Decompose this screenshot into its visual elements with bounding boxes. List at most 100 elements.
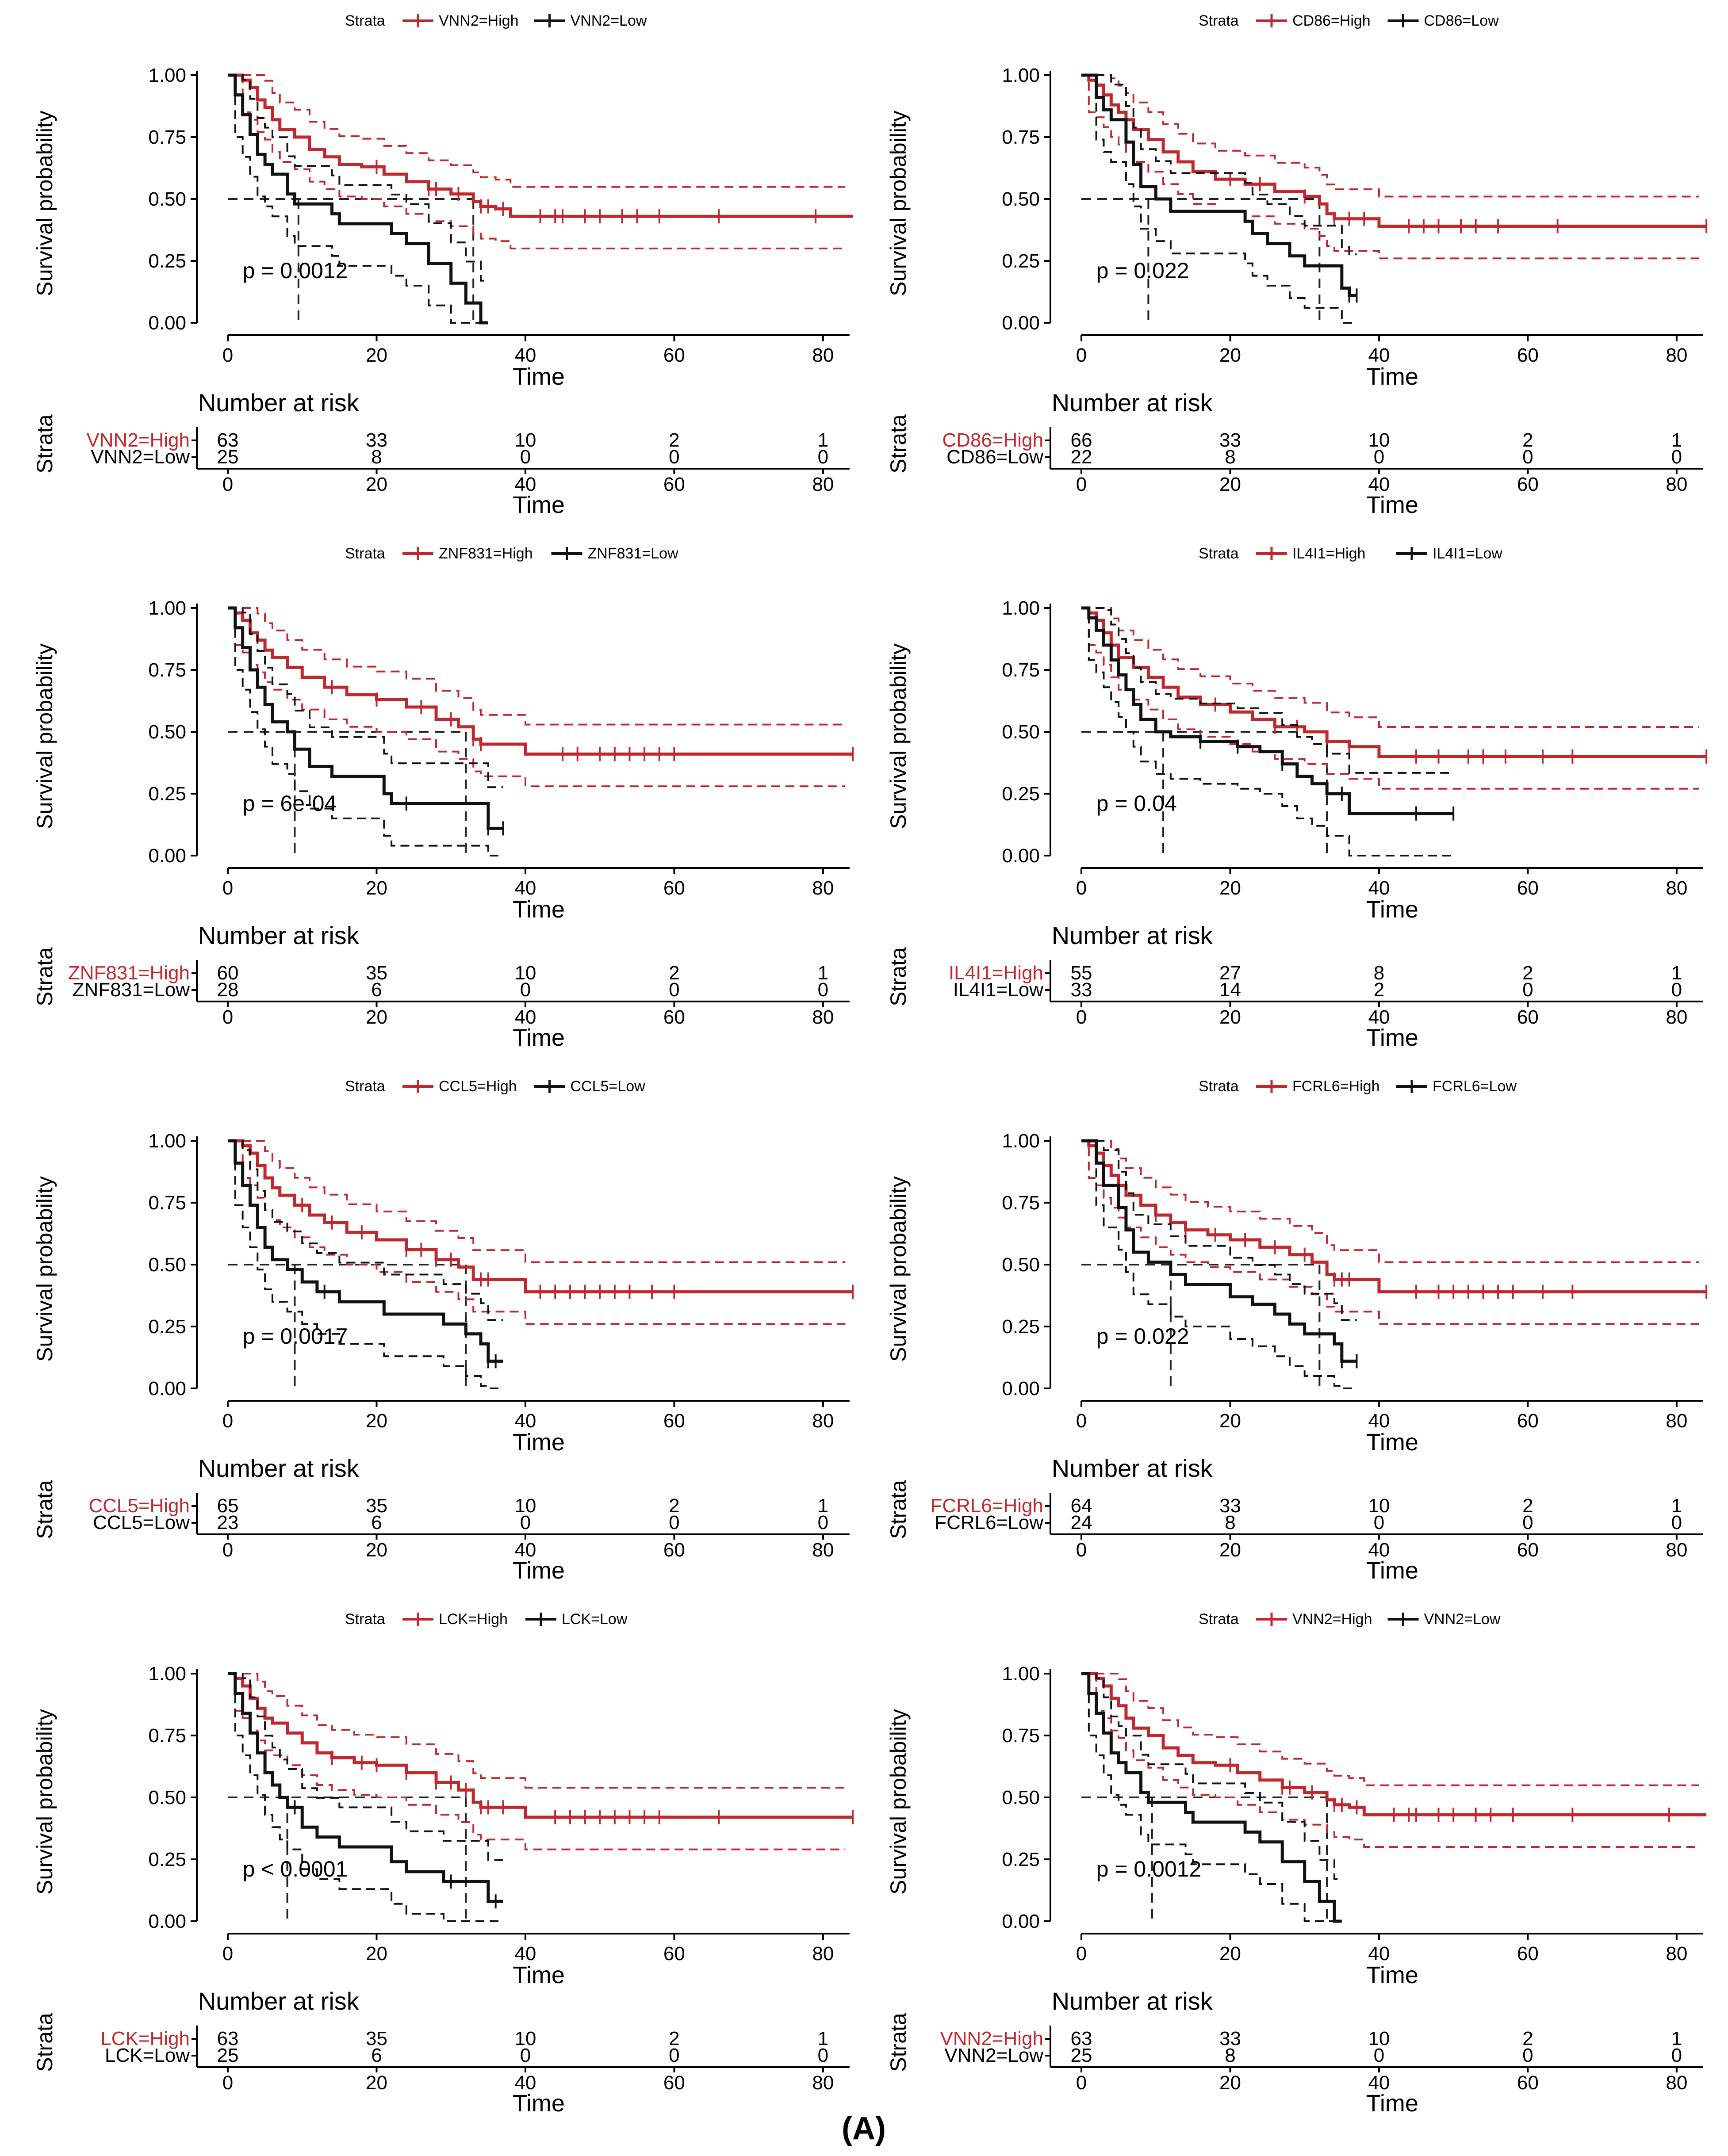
- risk-table-title: Number at risk: [1052, 921, 1213, 949]
- x-tick-label: 80: [812, 344, 834, 366]
- x-axis-title: Time: [1366, 1962, 1418, 1988]
- y-tick-label: 0.00: [148, 1911, 186, 1932]
- y-tick-label: 0.00: [148, 1378, 186, 1399]
- risk-value: 8: [1374, 962, 1384, 984]
- y-tick-label: 1.00: [148, 65, 186, 86]
- risk-value: 1: [1671, 2028, 1682, 2049]
- ci-upper: [228, 74, 846, 188]
- y-tick-label: 0.75: [1002, 126, 1040, 148]
- risk-value: 2: [1522, 962, 1533, 984]
- risk-value: 0: [1671, 1512, 1682, 1533]
- survival-curve: [1081, 1672, 1707, 1816]
- y-tick-label: 0.25: [148, 1849, 186, 1870]
- risk-value: 6: [371, 2045, 382, 2066]
- x-tick-label: 60: [1517, 877, 1539, 899]
- risk-x-tick-label: 80: [812, 1539, 834, 1561]
- y-tick-label: 0.50: [148, 1254, 186, 1276]
- legend: Strata CD86=High CD86=Low: [1199, 12, 1499, 29]
- y-tick-label: 0.25: [1002, 783, 1040, 805]
- x-tick-label: 60: [663, 1410, 685, 1432]
- risk-row-label: FCRL6=Low: [935, 1512, 1043, 1533]
- axes: 0.00 0.25 0.50 0.75 1.00 0 20 40 60 80 Time Surviva…: [32, 65, 850, 390]
- risk-row-label: ZNF831=High: [68, 962, 190, 984]
- x-tick-label: 0: [222, 877, 233, 899]
- km-panel-6: Strata FCRL6=High FCRL6=Low0.000.250.500.7…: [886, 1078, 1708, 1584]
- risk-x-tick-label: 60: [1517, 2072, 1539, 2094]
- risk-value: 60: [217, 962, 239, 984]
- survival-curve: [228, 73, 853, 218]
- risk-value: 0: [1374, 446, 1384, 468]
- x-tick-label: 20: [366, 344, 387, 366]
- survival-curve: [228, 606, 503, 830]
- survival-curve: [228, 1672, 503, 1903]
- x-tick-label: 20: [1219, 877, 1241, 899]
- y-tick-label: 0.00: [1002, 845, 1040, 867]
- y-tick-label: 0.75: [1002, 1192, 1040, 1214]
- p-value: p = 0.022: [1096, 1324, 1189, 1349]
- risk-value: 25: [217, 446, 239, 468]
- risk-value: 0: [818, 446, 828, 468]
- survival-curve: [1081, 73, 1707, 228]
- risk-value: 27: [1219, 962, 1241, 984]
- p-value: p < 0.0001: [243, 1857, 348, 1881]
- legend-label-low: FCRL6=Low: [1433, 1078, 1517, 1095]
- risk-x-axis-title: Time: [513, 492, 565, 518]
- x-tick-label: 40: [514, 877, 536, 899]
- x-tick-label: 60: [663, 344, 685, 366]
- risk-x-tick-label: 60: [663, 2072, 685, 2094]
- risk-value: 6: [371, 1512, 382, 1533]
- risk-value: 25: [1071, 2045, 1092, 2066]
- risk-x-axis-title: Time: [513, 1024, 565, 1051]
- risk-y-axis-title: Strata: [886, 2013, 911, 2072]
- risk-x-tick-label: 20: [1219, 1006, 1241, 1028]
- risk-value: 1: [818, 429, 828, 451]
- x-tick-label: 60: [1517, 344, 1539, 366]
- risk-x-tick-label: 80: [1666, 1539, 1687, 1561]
- risk-x-axis-title: Time: [1366, 492, 1418, 518]
- risk-x-tick-label: 0: [222, 474, 233, 495]
- risk-value: 0: [1671, 979, 1682, 1001]
- legend-title: Strata: [345, 545, 385, 562]
- series-low: [1081, 606, 1455, 856]
- ci-upper: [228, 607, 846, 726]
- risk-value: 0: [818, 1512, 828, 1533]
- x-tick-label: 40: [1368, 877, 1390, 899]
- risk-table: Number at risk CCL5=High 65 35 10 2 1 CCL5=Low 2…: [32, 1454, 850, 1584]
- x-tick-label: 40: [1368, 344, 1390, 366]
- p-value: p = 0.022: [1096, 258, 1189, 283]
- x-tick-label: 80: [812, 1943, 834, 1965]
- legend-label-high: FCRL6=High: [1292, 1078, 1379, 1095]
- risk-table-title: Number at risk: [198, 1454, 360, 1482]
- risk-value: 0: [1374, 1512, 1384, 1533]
- risk-value: 2: [669, 429, 679, 451]
- y-tick-label: 1.00: [148, 1130, 186, 1152]
- risk-x-tick-label: 80: [812, 474, 834, 495]
- risk-value: 2: [669, 962, 679, 984]
- risk-value: 8: [1225, 1512, 1235, 1533]
- ci-lower: [228, 74, 846, 249]
- risk-value: 28: [217, 979, 239, 1001]
- y-tick-label: 0.25: [1002, 1316, 1040, 1338]
- risk-x-tick-label: 60: [1517, 474, 1539, 495]
- risk-value: 25: [217, 2045, 239, 2066]
- ci-upper: [1081, 607, 1454, 774]
- ci-upper: [228, 1140, 503, 1321]
- risk-table-title: Number at risk: [1052, 389, 1213, 417]
- figure-label: (A): [842, 2111, 886, 2146]
- y-tick-label: 0.25: [148, 1316, 186, 1338]
- risk-row-label: VNN2=High: [940, 2028, 1043, 2049]
- survival-curve: [228, 1139, 853, 1294]
- legend: Strata VNN2=High VNN2=Low: [345, 12, 647, 29]
- x-tick-label: 60: [663, 877, 685, 899]
- legend-label-low: VNN2=Low: [1424, 1611, 1501, 1628]
- risk-x-tick-label: 40: [1368, 2072, 1390, 2094]
- x-tick-label: 20: [366, 1943, 387, 1965]
- km-panel-3: Strata ZNF831=High ZNF831=Low0.000.250.500…: [32, 545, 854, 1051]
- risk-x-tick-label: 40: [514, 1006, 536, 1028]
- risk-table: Number at risk FCRL6=High 64 33 10 2 1 FCRL6=Lo…: [886, 1454, 1703, 1584]
- risk-x-tick-label: 60: [663, 1539, 685, 1561]
- legend-label-low: LCK=Low: [562, 1611, 628, 1628]
- series-high: [1081, 1672, 1707, 1848]
- risk-value: 1: [1671, 962, 1682, 984]
- y-tick-label: 0.25: [148, 250, 186, 272]
